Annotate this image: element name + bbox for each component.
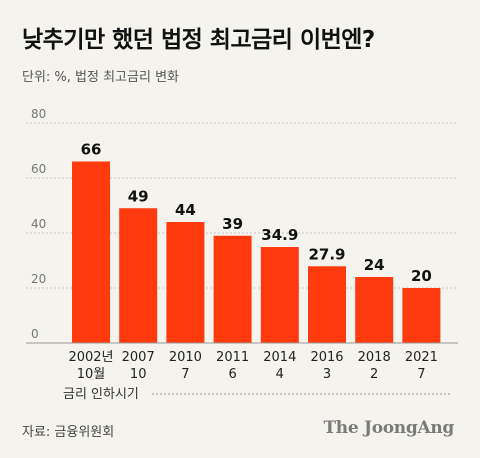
bar bbox=[119, 208, 158, 343]
data-label: 49 bbox=[128, 187, 149, 205]
data-label: 20 bbox=[411, 267, 432, 285]
x-tick-label: 2016 bbox=[310, 350, 343, 365]
data-label: 34.9 bbox=[261, 226, 298, 244]
source-note: 자료: 금융위원회 bbox=[22, 425, 115, 440]
x-tick-label: 7 bbox=[417, 367, 425, 382]
x-tick-label: 6 bbox=[228, 367, 236, 382]
x-tick-label: 2021 bbox=[405, 350, 438, 365]
x-tick-label: 2014 bbox=[263, 350, 296, 365]
x-axis-label: 금리 인하시기 bbox=[63, 387, 139, 402]
x-tick-label: 2018 bbox=[358, 350, 391, 365]
x-tick-label: 2002년 bbox=[68, 350, 113, 365]
bar bbox=[402, 288, 441, 343]
x-tick-label: 2007 bbox=[122, 350, 155, 365]
brand-logo: The JoongAng bbox=[323, 418, 454, 438]
x-tick-label: 2011 bbox=[216, 350, 249, 365]
x-tick-label: 7 bbox=[181, 367, 189, 382]
bar bbox=[213, 235, 252, 343]
y-tick-label: 20 bbox=[31, 272, 46, 286]
x-tick-label: 4 bbox=[276, 367, 284, 382]
data-label: 27.9 bbox=[308, 245, 345, 263]
data-label: 39 bbox=[222, 215, 243, 233]
data-label: 24 bbox=[364, 256, 385, 274]
x-tick-label: 3 bbox=[323, 367, 331, 382]
y-tick-label: 60 bbox=[31, 162, 46, 176]
y-tick-label: 80 bbox=[31, 107, 46, 121]
bar bbox=[308, 266, 346, 343]
bar bbox=[260, 247, 299, 343]
y-tick-label: 40 bbox=[31, 217, 46, 231]
y-tick-label: 0 bbox=[31, 327, 39, 341]
bar bbox=[355, 277, 394, 343]
data-label: 44 bbox=[175, 201, 196, 219]
page-title: 낮추기만 했던 법정 최고금리 이번엔? bbox=[22, 27, 375, 53]
bar bbox=[72, 161, 110, 343]
x-tick-label: 2 bbox=[370, 367, 378, 382]
x-tick-label: 10 bbox=[130, 367, 147, 382]
chart-subtitle: 단위: %, 법정 최고금리 변화 bbox=[22, 70, 179, 85]
x-tick-label: 2010 bbox=[169, 350, 202, 365]
bar bbox=[166, 222, 205, 343]
data-label: 66 bbox=[81, 141, 102, 159]
x-tick-label: 10월 bbox=[77, 367, 106, 382]
